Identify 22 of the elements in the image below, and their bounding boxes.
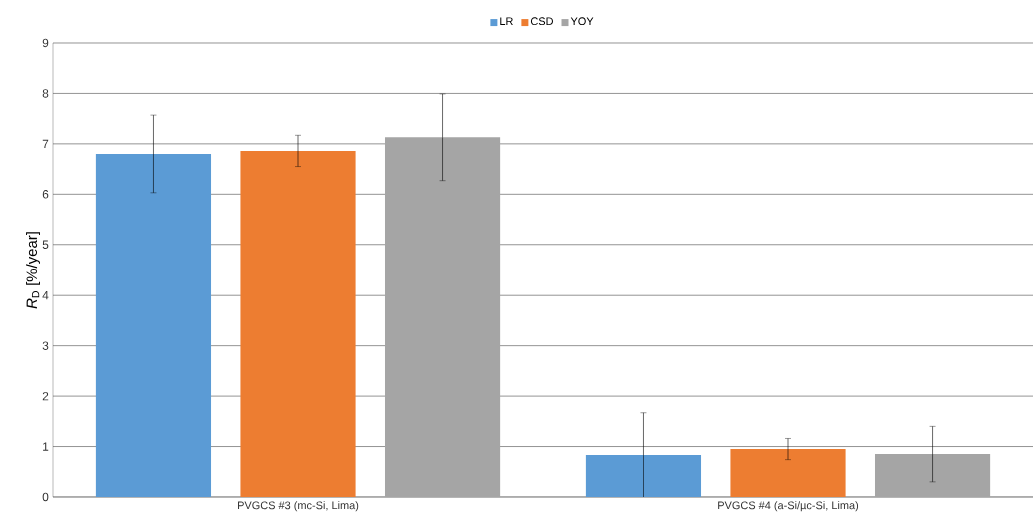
bar: [384, 137, 501, 497]
legend-label: CSD: [530, 17, 553, 26]
y-axis-title: R$_{D}$ [%/year]: [26, 232, 40, 309]
y-tick-label: 4: [42, 291, 49, 300]
bar: [240, 150, 356, 497]
legend-label: YOY: [570, 17, 594, 26]
bar: [585, 455, 702, 497]
y-tick-label: 7: [42, 139, 49, 148]
x-tick-label: PVGCS #4 (a-Si/µc-Si, Lima): [718, 501, 859, 512]
y-tick-label: 9: [42, 38, 49, 48]
bar: [730, 449, 846, 497]
y-tick-label: 1: [43, 442, 49, 451]
y-tick-label: 3: [42, 341, 49, 350]
y-tick-label: 8: [42, 89, 49, 98]
x-tick-label: PVGCS #3 (mc-Si, Lima): [238, 501, 359, 512]
bar: [874, 454, 991, 497]
y-tick-label: 5: [42, 240, 49, 249]
y-tick-label: 0: [42, 492, 49, 502]
bar: [95, 153, 212, 497]
y-tick-label: 2: [42, 391, 49, 401]
legend-label: LR: [500, 17, 513, 25]
y-tick-label: 6: [42, 190, 49, 199]
